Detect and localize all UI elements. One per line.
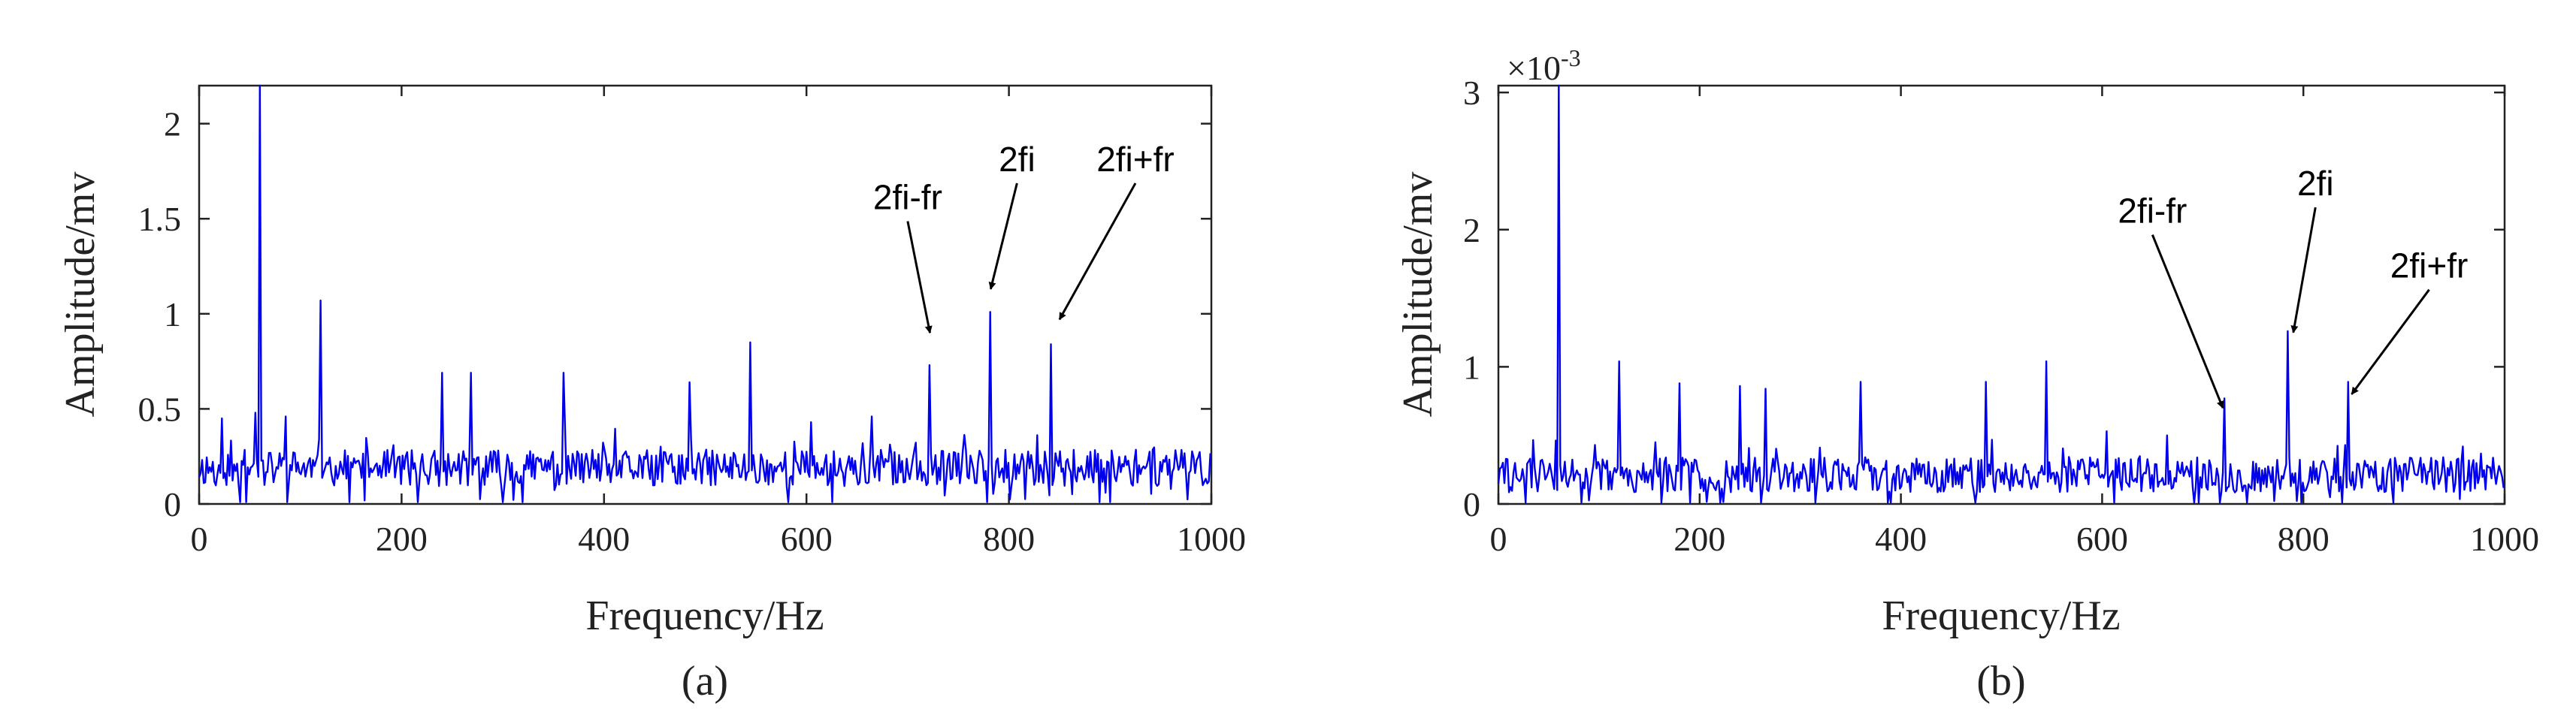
annotation-arrow <box>988 183 1018 290</box>
y-tick-label: 2 <box>1463 211 1480 249</box>
panel-label: (a) <box>682 658 728 704</box>
spectrum-line <box>1497 84 2505 504</box>
annotation-label: 2fi+fr <box>2390 246 2469 285</box>
annotation-arrow <box>2151 234 2224 409</box>
x-axis-label: Frequency/Hz <box>585 593 824 639</box>
y-exponent-label: ×10-3 <box>1507 44 1581 87</box>
spectrum-line <box>198 84 1211 503</box>
x-tick-label: 800 <box>983 520 1035 558</box>
y-axis-label: Amplitude/mv <box>1395 172 1441 418</box>
panel-label: (b) <box>1976 658 2025 704</box>
x-tick-label: 200 <box>376 520 428 558</box>
x-tick-label: 0 <box>191 520 208 558</box>
x-axis-label: Frequency/Hz <box>1882 593 2120 639</box>
annotation-arrow <box>906 221 933 334</box>
plot-frame <box>1497 84 2506 505</box>
y-tick-label: 1 <box>1463 348 1480 386</box>
chart-panel-b: (b) Frequency/Hz Amplitude/mv ×10-3 0 200… <box>1395 44 2539 704</box>
x-tick-label: 400 <box>1875 520 1927 558</box>
annotation-label: 2fi+fr <box>1096 140 1175 179</box>
annotation-label: 2fi-fr <box>873 178 942 217</box>
y-tick-label: 1 <box>164 295 181 333</box>
y-tick-label: 0.5 <box>138 390 182 428</box>
y-axis-label: Amplitude/mv <box>57 172 104 418</box>
chart-panel-a: (a) Frequency/Hz Amplitude/mv 0 200 400 600… <box>57 84 1246 704</box>
annotation-label: 2fi <box>999 140 1036 179</box>
annotation-arrow <box>2351 288 2430 395</box>
x-tick-label: 800 <box>2278 520 2330 558</box>
y-tick-label: 1.5 <box>138 200 182 238</box>
x-tick-label: 400 <box>578 520 630 558</box>
x-tick-label: 600 <box>2076 520 2128 558</box>
plot-frame <box>198 84 1213 505</box>
annotation-arrow <box>1058 183 1137 321</box>
annotation-arrow <box>2290 207 2317 333</box>
x-tick-label: 0 <box>1490 520 1507 558</box>
y-tick-label: 0 <box>164 485 181 523</box>
y-tick-label: 2 <box>164 105 181 143</box>
annotation-label: 2fi <box>2297 164 2334 203</box>
annotation-label: 2fi-fr <box>2118 192 2187 231</box>
x-tick-label: 200 <box>1673 520 1725 558</box>
x-tick-label: 600 <box>781 520 833 558</box>
x-tick-label: 1000 <box>2470 520 2539 558</box>
y-tick-label: 3 <box>1463 74 1480 112</box>
x-tick-label: 1000 <box>1177 520 1246 558</box>
y-tick-label: 0 <box>1463 485 1480 523</box>
